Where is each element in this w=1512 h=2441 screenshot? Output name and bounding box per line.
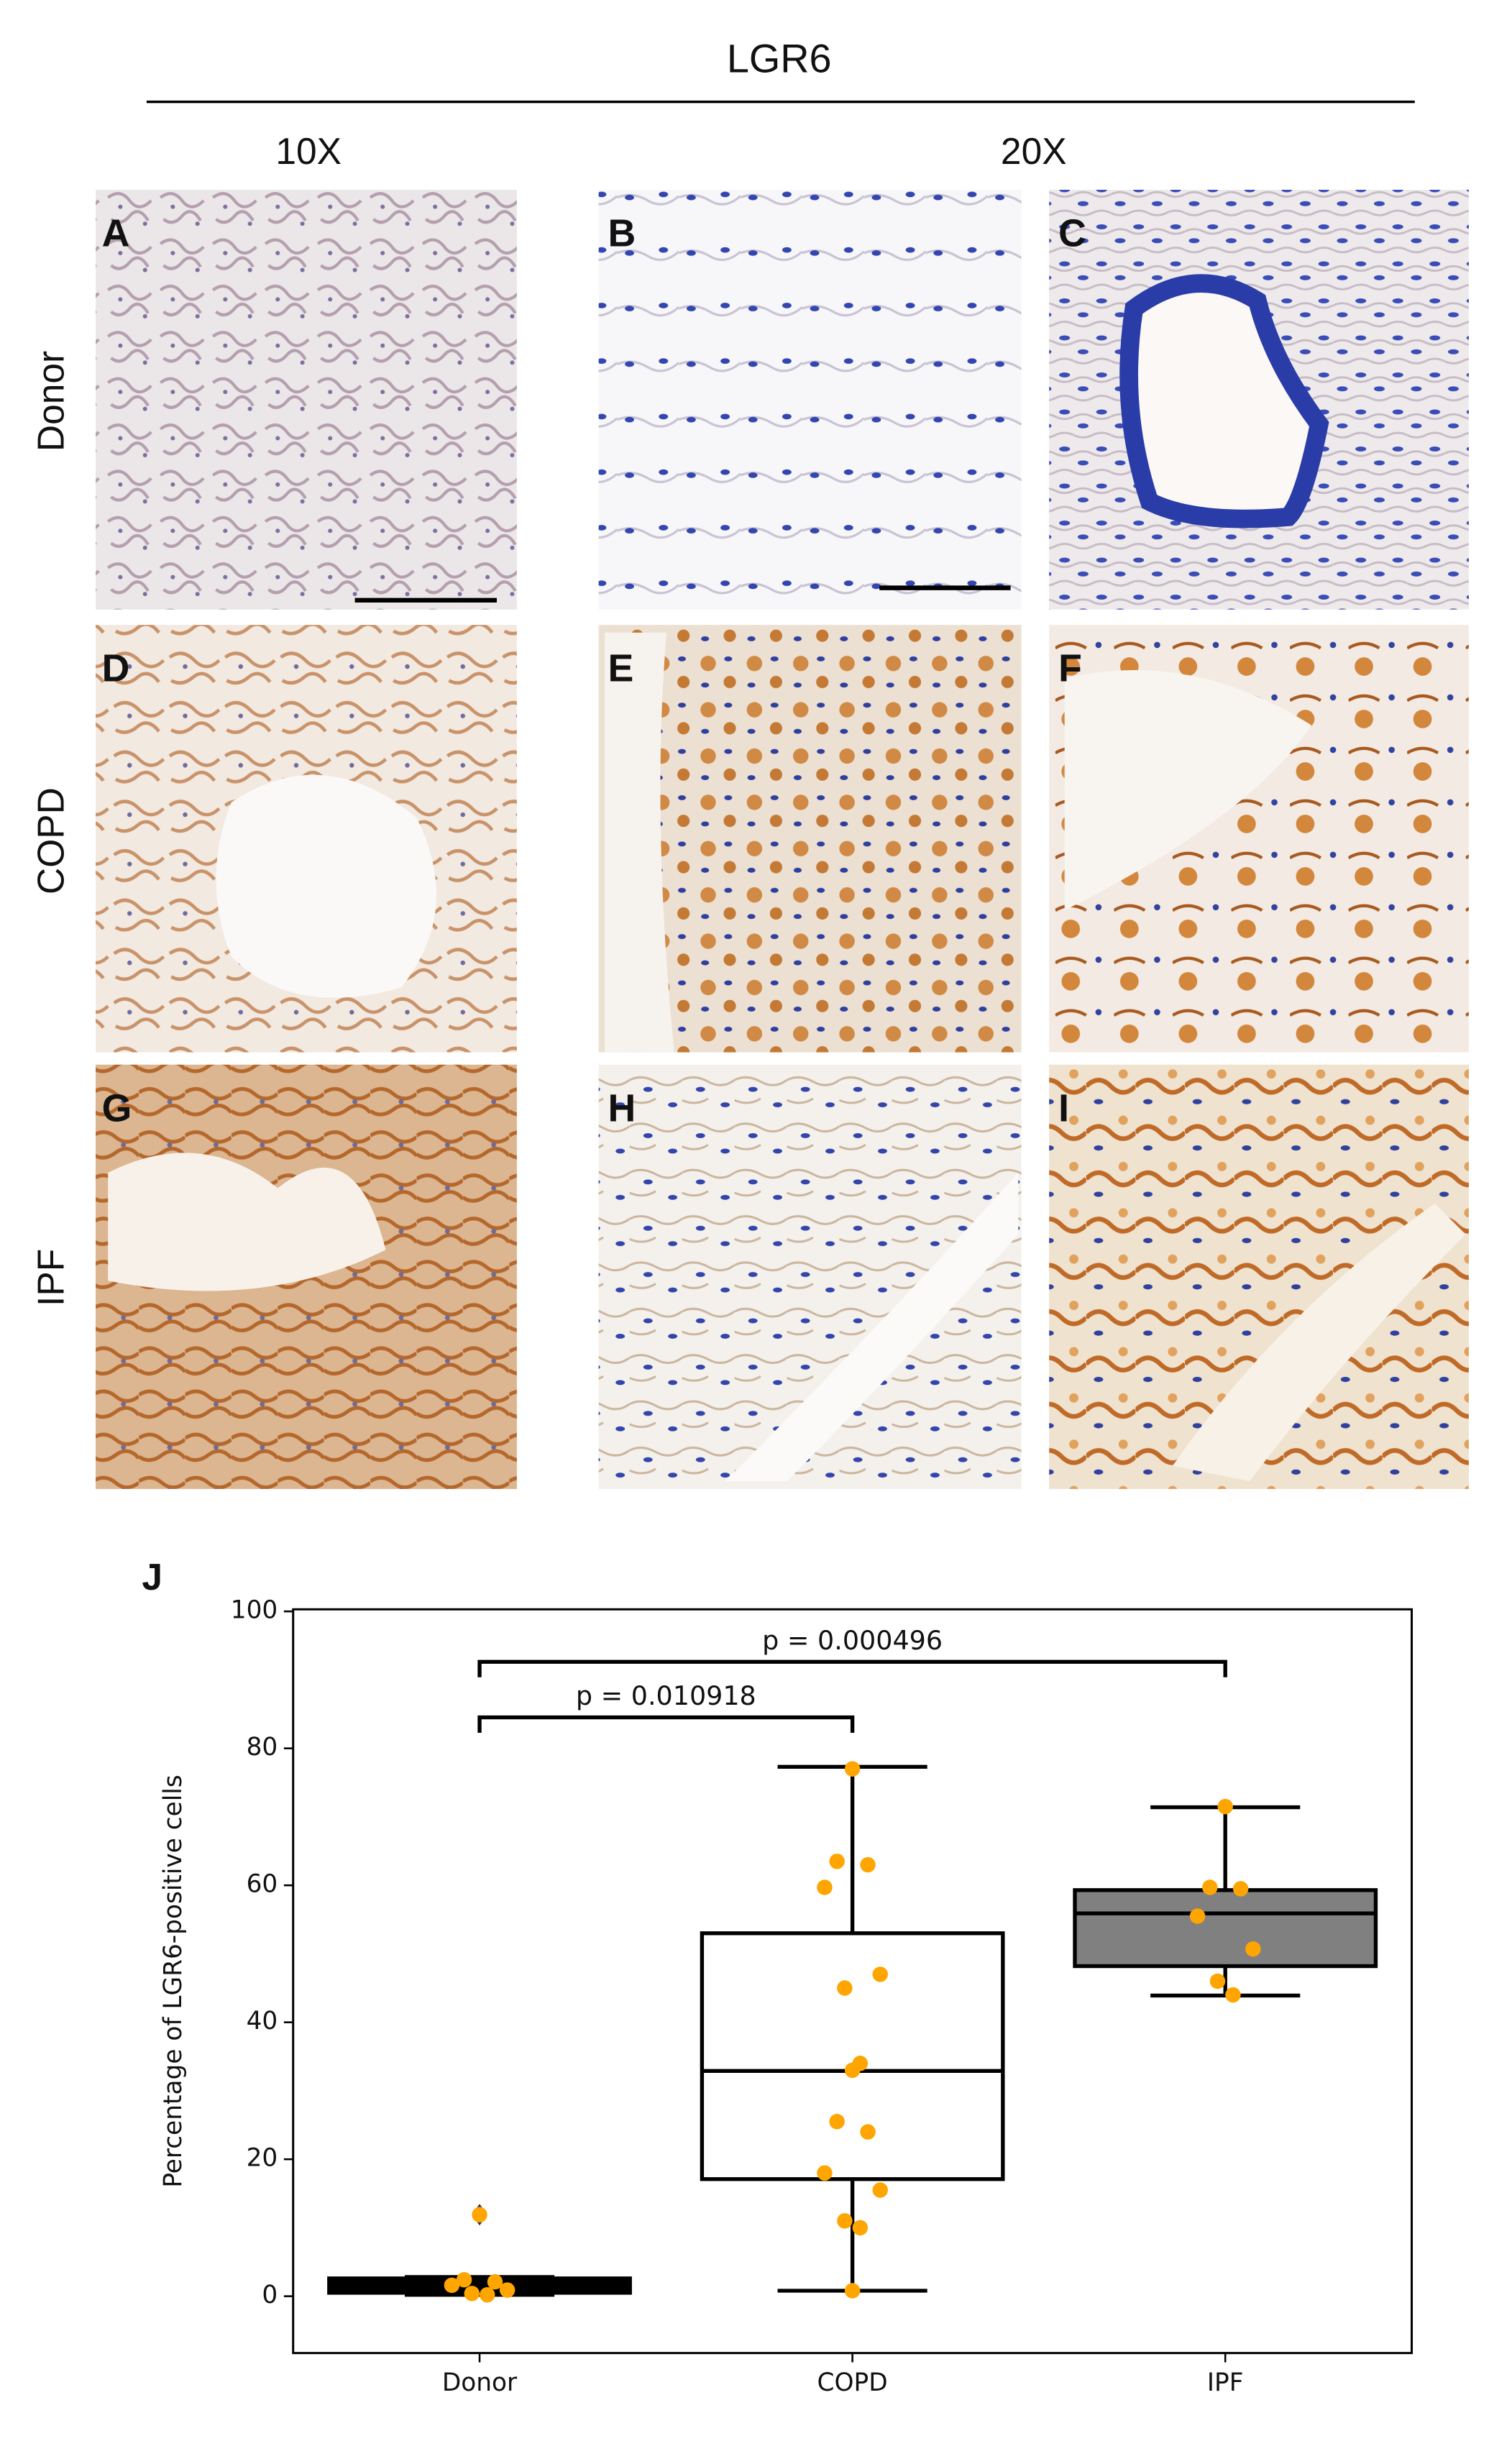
data-point	[1202, 1879, 1218, 1895]
x-tick-label: Donor	[442, 2368, 518, 2397]
y-tick-label: 0	[262, 2281, 278, 2309]
y-axis-label: Percentage of LGR6-positive cells	[159, 1774, 188, 2187]
alveolar-space	[605, 632, 674, 1053]
row-label: Donor	[30, 351, 72, 452]
y-tick-label: 20	[247, 2144, 278, 2173]
data-point	[837, 2213, 853, 2229]
panel-letter: J	[142, 1556, 162, 1598]
alveolar-space	[108, 1153, 386, 1291]
data-point	[844, 1761, 861, 1777]
data-point	[829, 1854, 845, 1869]
data-point	[829, 2114, 845, 2130]
box	[1073, 1888, 1378, 1969]
data-point	[499, 2282, 516, 2298]
panel-letter: G	[102, 1086, 132, 1130]
micrographs	[96, 189, 1469, 1489]
data-point	[1225, 1987, 1241, 2003]
figure-title: LGR6	[727, 36, 832, 81]
data-point	[837, 1980, 853, 1996]
data-point	[852, 2220, 869, 2236]
box-plot: J Percentage of LGR6-positive cells 0 20 4…	[142, 1556, 1414, 2397]
x-tick-label: COPD	[817, 2368, 888, 2397]
y-tick-label: 60	[247, 1870, 278, 1899]
panel-letter: F	[1058, 647, 1082, 690]
significance-bracket	[477, 1659, 1227, 1677]
micrograph	[598, 625, 1022, 1053]
p-value-label: p = 0.000496	[762, 1625, 943, 1656]
panel-letter: E	[608, 647, 633, 690]
y-tick-label: 40	[247, 2007, 278, 2035]
data-point	[1209, 1973, 1226, 1989]
panel-letter: I	[1058, 1086, 1069, 1130]
data-point	[1232, 1881, 1249, 1897]
panel-letter: A	[102, 212, 130, 255]
data-point	[817, 2165, 833, 2181]
data-point	[844, 2062, 861, 2079]
panel-letter: D	[102, 647, 130, 690]
magnification-label: 20X	[1001, 130, 1067, 172]
panel-letter: H	[608, 1086, 636, 1130]
p-value-label: p = 0.010918	[576, 1680, 756, 1711]
alveolar-space	[216, 774, 436, 998]
micrograph	[598, 189, 1022, 610]
magnification-label: 10X	[275, 130, 342, 172]
data-point	[860, 2124, 876, 2140]
significance-bracket	[477, 1715, 855, 1733]
data-point	[872, 2182, 888, 2198]
data-point	[480, 2286, 495, 2303]
data-point	[872, 1966, 888, 1982]
data-point	[1217, 1798, 1233, 1815]
data-point	[817, 1879, 833, 1895]
x-tick-label: IPF	[1207, 2368, 1244, 2397]
data-point	[444, 2277, 460, 2294]
row-label: COPD	[30, 787, 72, 894]
data-point	[456, 2272, 472, 2288]
micrograph	[96, 189, 517, 610]
row-label: IPF	[30, 1249, 72, 1306]
data-point	[487, 2273, 503, 2290]
axes-frame	[292, 1608, 1414, 2355]
alveolar-space	[1172, 1203, 1466, 1482]
panel-letters: A B C D E F G H I	[102, 212, 1086, 1130]
data-point	[464, 2286, 480, 2302]
alveolar-space	[1064, 669, 1312, 911]
airway-lumen	[1119, 274, 1329, 528]
data-point	[472, 2207, 487, 2223]
data-point	[844, 2283, 861, 2299]
y-tick-label: 100	[231, 1596, 278, 1625]
panel-letter: C	[1058, 212, 1086, 255]
data-point	[860, 1856, 876, 1873]
panel-letter: B	[608, 212, 636, 255]
y-tick-label: 80	[247, 1733, 278, 1762]
data-point	[1245, 1941, 1261, 1957]
box	[700, 1931, 1005, 2181]
data-point	[1189, 1908, 1206, 1924]
